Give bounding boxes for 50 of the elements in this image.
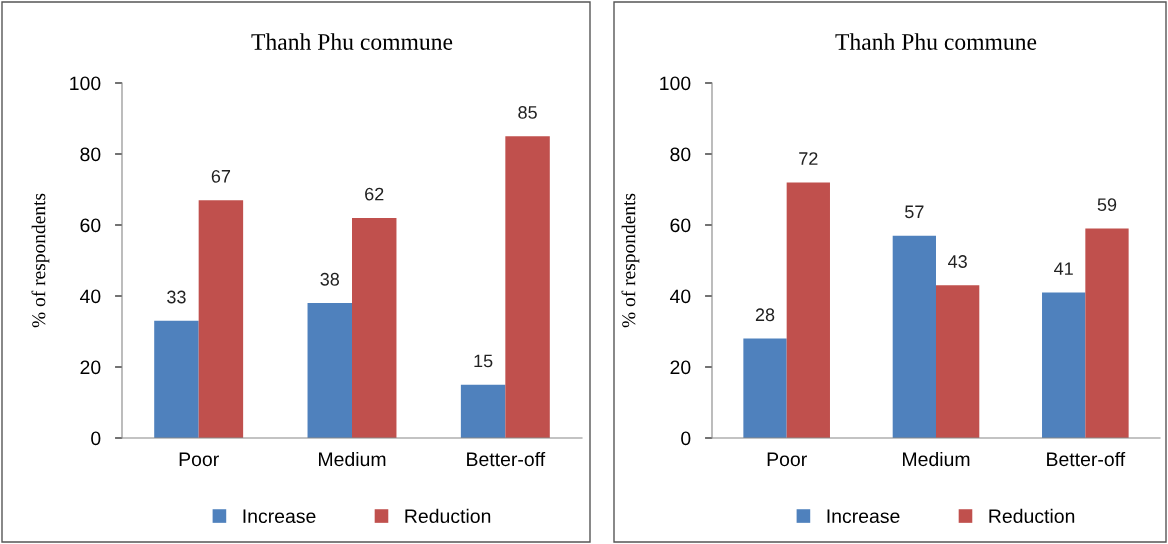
bar	[936, 285, 980, 438]
y-tick-label: 100	[660, 76, 691, 91]
bar	[1042, 292, 1086, 438]
data-label: 57	[905, 205, 924, 219]
bar	[198, 200, 244, 438]
y-axis-title: % of respondents	[621, 193, 640, 328]
y-tick-label: 0	[91, 431, 101, 446]
y-tick-label: 0	[681, 431, 691, 446]
data-label: 41	[1054, 262, 1073, 275]
data-label: 85	[518, 106, 537, 119]
data-label: 38	[320, 272, 340, 286]
bar	[786, 182, 830, 438]
chart-title: Thanh Phu commune	[835, 33, 1037, 50]
y-tick-label: 60	[670, 218, 691, 233]
data-label: 33	[167, 290, 186, 304]
y-tick-label: 80	[80, 147, 101, 162]
bar	[1085, 228, 1129, 438]
y-axis-title: % of respondents	[31, 193, 50, 328]
y-tick-label: 20	[80, 360, 101, 375]
data-label: 59	[1097, 198, 1117, 212]
bar	[352, 217, 397, 438]
legend-label: Reduction	[405, 508, 491, 524]
x-tick-label: Medium	[903, 451, 970, 467]
bar	[154, 320, 199, 438]
x-tick-label: Medium	[319, 451, 386, 467]
data-label: 67	[211, 169, 231, 183]
bar	[460, 384, 506, 438]
bar	[307, 303, 352, 438]
x-tick-label: Better-off	[467, 451, 546, 467]
data-label: 62	[365, 187, 384, 201]
x-tick-label: Poor	[767, 452, 807, 467]
bar	[743, 338, 787, 438]
legend-label: Increase	[243, 509, 316, 524]
y-tick-label: 80	[670, 147, 691, 162]
bar	[505, 136, 550, 438]
data-label: 28	[755, 308, 775, 322]
legend-label: Reduction	[989, 508, 1075, 524]
legend-label: Increase	[827, 509, 900, 524]
y-tick-label: 40	[79, 289, 101, 304]
data-label: 72	[799, 152, 818, 165]
y-tick-label: 100	[70, 76, 101, 91]
data-label: 43	[948, 255, 967, 268]
x-tick-label: Better-off	[1047, 451, 1126, 467]
y-tick-label: 60	[80, 218, 101, 233]
data-label: 15	[474, 354, 493, 368]
x-tick-label: Poor	[179, 452, 219, 467]
chart-title: Thanh Phu commune	[251, 33, 453, 50]
y-tick-label: 40	[669, 289, 691, 304]
y-tick-label: 20	[670, 360, 691, 375]
bar	[892, 235, 936, 438]
